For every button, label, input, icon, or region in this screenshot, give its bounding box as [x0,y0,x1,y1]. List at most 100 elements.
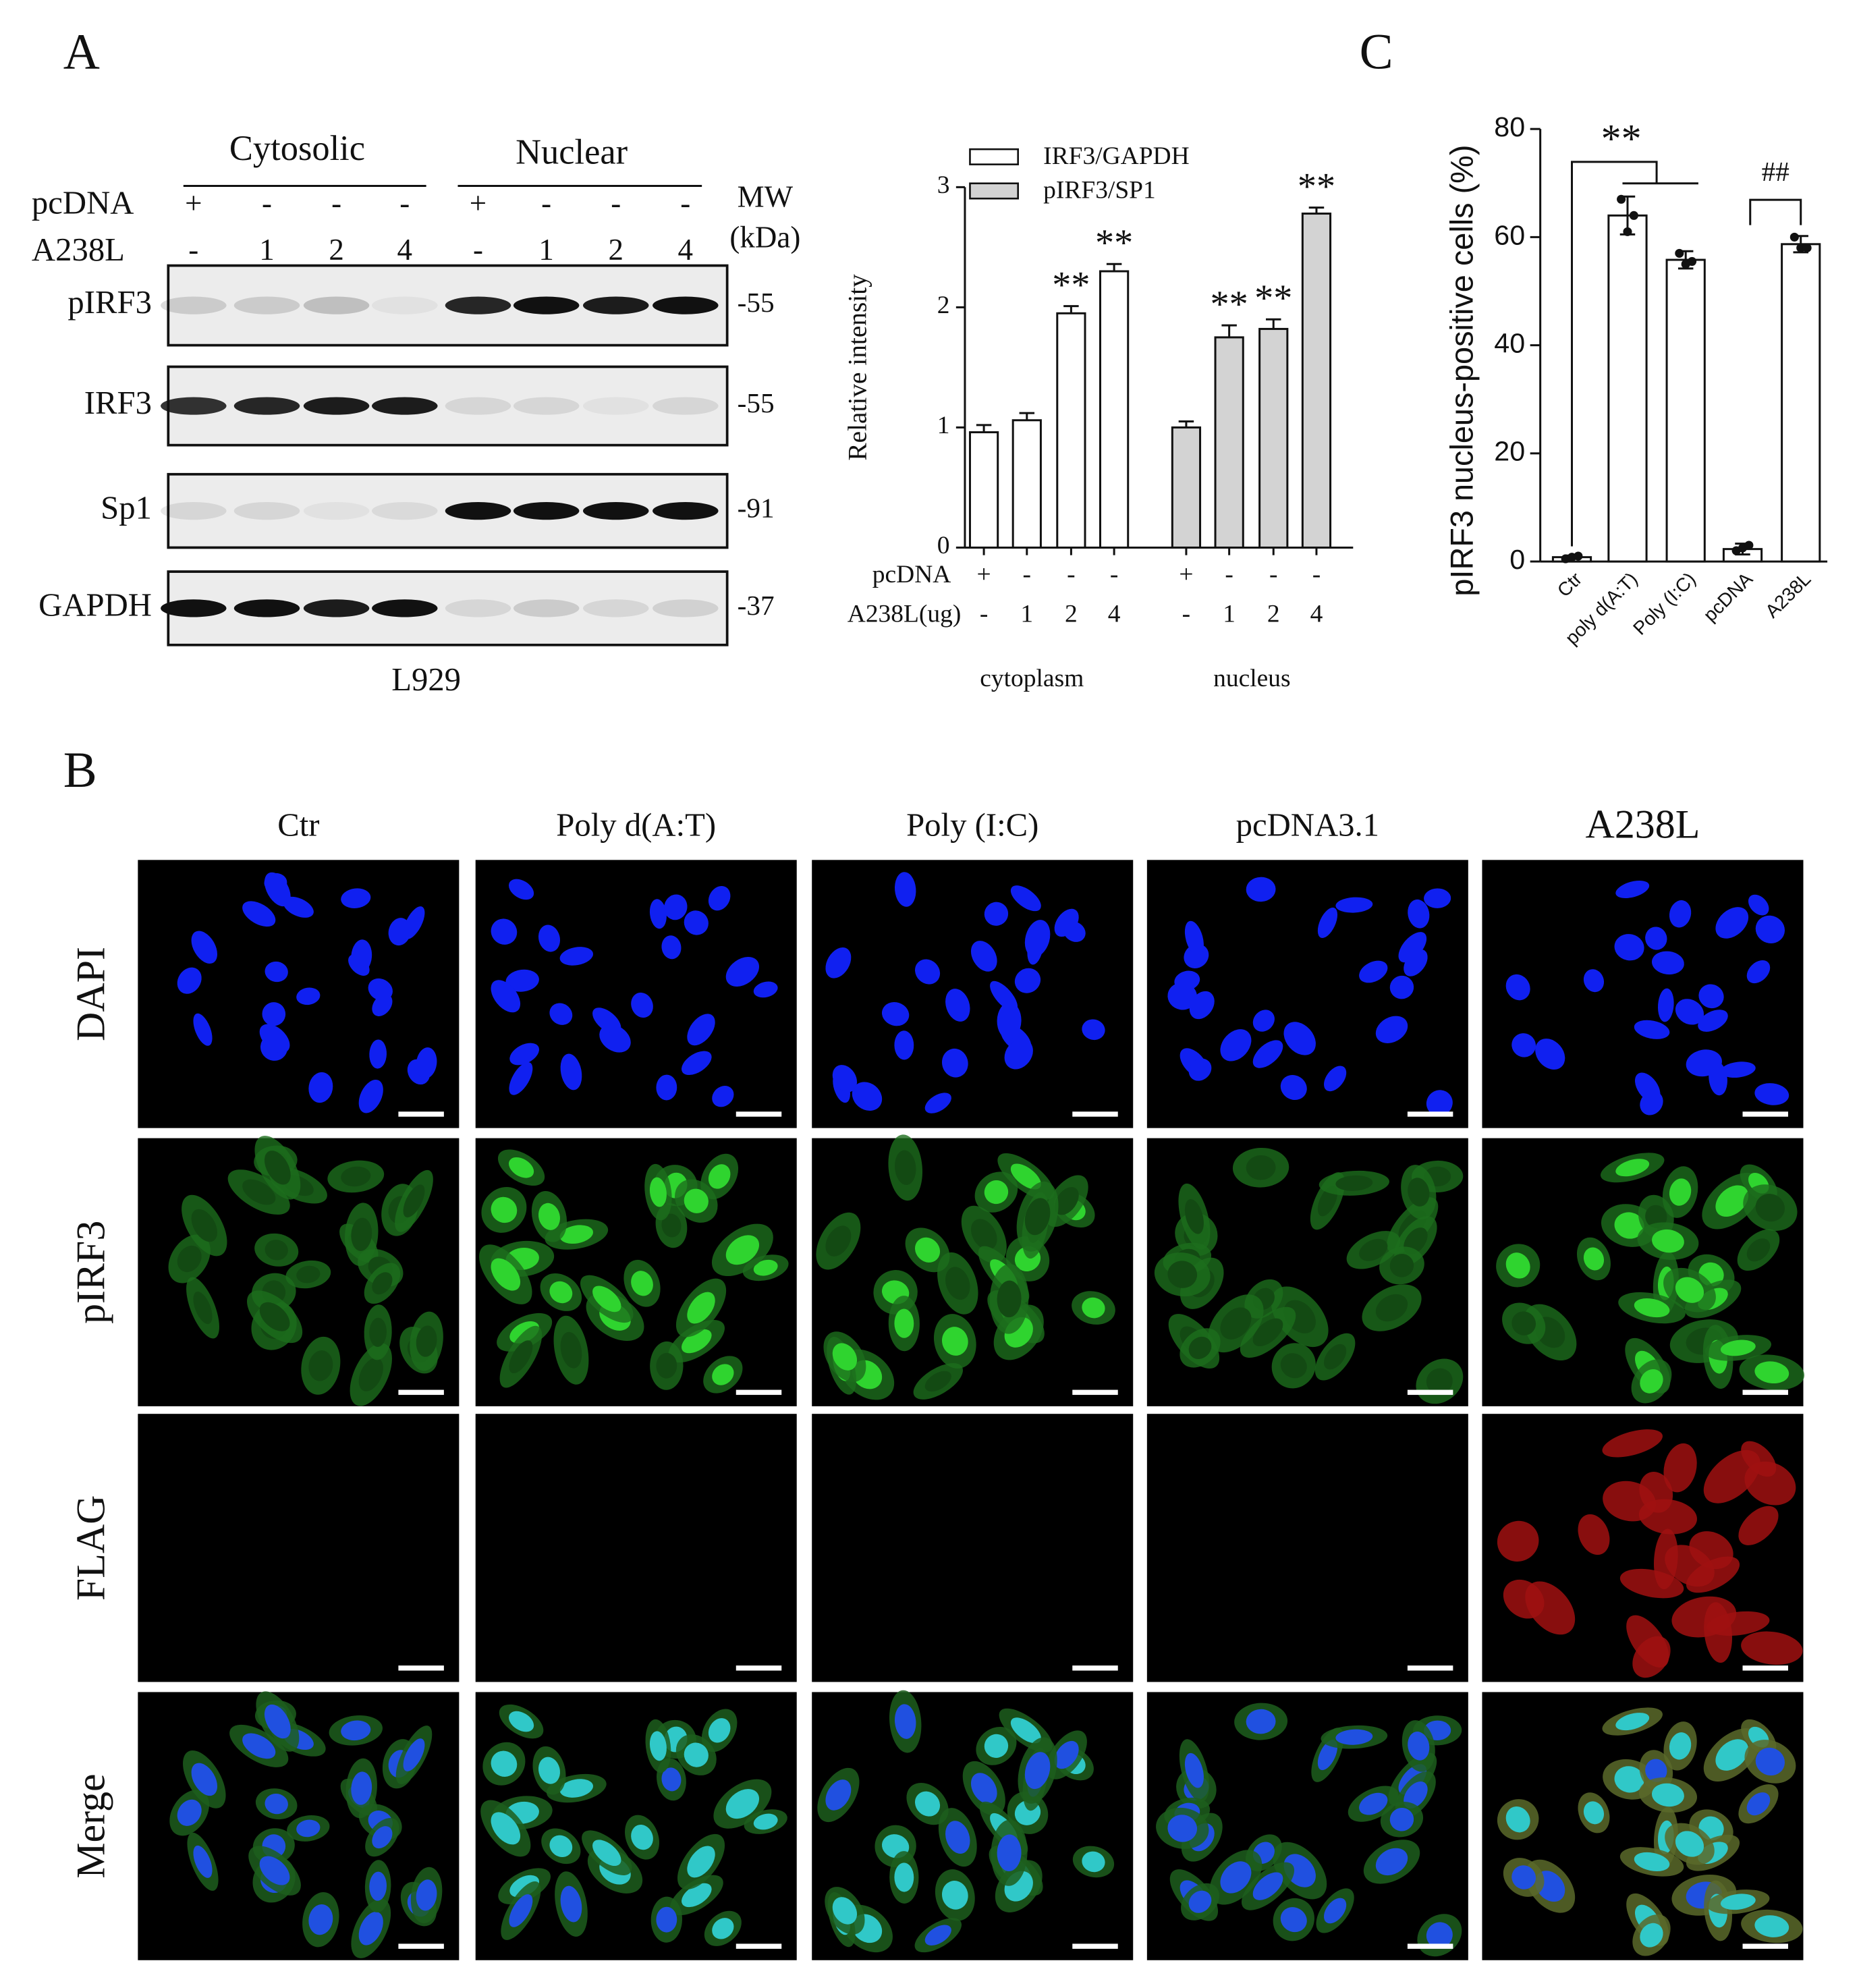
nucleus-signal [416,1325,437,1357]
nucleus-signal [1375,1294,1408,1322]
nucleus [914,959,941,985]
nucleus [753,1813,778,1830]
nucleus-signal [242,1179,276,1205]
band [653,501,719,520]
nucleus [1426,1090,1453,1116]
nucleus-signal [832,1343,858,1371]
nucleus [1408,899,1430,929]
nucleus [372,994,393,1016]
nucleus-signal [259,1302,290,1331]
nucleus [1698,1010,1728,1032]
row-label: DAPI [68,947,113,1041]
nucleus [832,1897,858,1925]
micrograph [812,1414,1134,1682]
nucleus [687,1014,715,1046]
nucleus [491,918,518,945]
nucleus [881,1002,910,1026]
nucleus [725,1789,760,1819]
nucleus-signal [1184,1199,1204,1234]
data-point [1623,227,1632,236]
condition-value: - [1182,600,1190,628]
band [583,397,649,415]
nucleus [1188,1890,1212,1913]
nucleus [1675,1831,1704,1857]
nucleus [264,1704,291,1739]
y-axis-label: Relative intensity [842,274,872,461]
nucleus [1082,1019,1105,1041]
scale-bar [1742,1665,1788,1671]
scale-bar [1072,1665,1118,1671]
nucleus [753,981,778,998]
nucleus-signal [894,1150,916,1186]
bracket [1571,161,1658,547]
nucleus [1698,984,1724,1009]
nucleus [560,1053,582,1090]
nucleus [1024,1752,1051,1790]
nucleus-signal [1675,1277,1704,1303]
y-tick-label: 3 [937,171,950,199]
nucleus-signal [712,1364,734,1385]
flag-signal [1707,1611,1770,1636]
nucleus-signal [656,1352,677,1379]
lane-label: 1 [259,233,274,267]
nucleus [656,1906,677,1933]
flag-signal [1632,1636,1671,1678]
nucleus-signal [1645,1205,1667,1228]
nucleus [649,1731,667,1761]
y-tick-label: 40 [1494,328,1525,359]
data-point [1687,256,1697,266]
nucleus-signal [753,1259,778,1276]
blot-row-label: pIRF3 [67,284,152,321]
lane-label: - [331,186,341,220]
nucleus [1583,1801,1605,1825]
nucleus-signal [1614,1212,1644,1239]
nucleus [491,980,521,1013]
nucleus [1715,1739,1749,1771]
nucleus-signal [1615,1159,1650,1177]
scale-bar [1072,1943,1118,1949]
nucleus-signal [631,1271,653,1296]
nucleus-signal [308,1350,333,1381]
nucleus [1615,880,1650,898]
nucleus [832,1065,858,1093]
nucleus [945,989,970,1022]
scale-bar [1742,1389,1788,1396]
band [653,599,719,617]
nucleus [970,941,997,972]
nucleus [1640,1923,1663,1948]
nucleus [1675,999,1704,1025]
scale-bar [1407,1389,1453,1396]
nucleus-signal [708,1164,731,1189]
band [445,397,511,415]
nucleus [491,1812,521,1845]
nucleus [1748,894,1769,916]
nucleus [351,1771,372,1805]
condition-value: + [977,561,991,588]
scale-bar [398,1389,444,1396]
flag-signal [1665,1545,1715,1587]
condition-value: 1 [1223,600,1236,628]
group-label: nucleus [1213,665,1290,692]
nucleus [358,1079,383,1113]
nucleus [1359,1792,1388,1815]
blot-row-label: Sp1 [101,489,152,526]
nucleus [592,1840,621,1867]
nucleus-signal [970,1219,997,1250]
band [513,501,580,520]
nucleus-signal [1220,1307,1252,1340]
treatment-label: pcDNA [32,185,134,221]
data-point [1617,194,1626,204]
nucleus-signal [191,1209,218,1242]
nucleus-signal [725,1235,760,1265]
scale-bar [736,1665,782,1671]
nucleus [1280,1907,1307,1933]
significance: ## [1762,156,1789,187]
nucleus [1640,1090,1663,1115]
nucleus [1054,1740,1079,1769]
nucleus [708,1718,731,1743]
blot-row-label: IRF3 [84,385,152,421]
significance: ** [1601,117,1642,161]
nucleus [508,879,534,900]
nucleus-signal [296,1265,321,1283]
